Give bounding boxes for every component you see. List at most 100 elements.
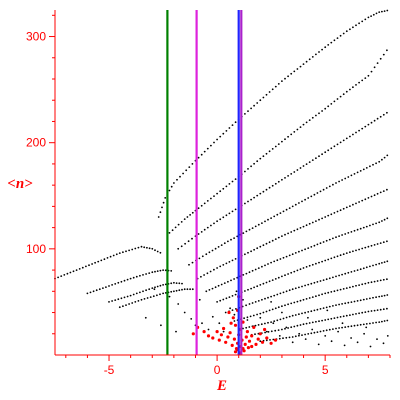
band-point	[273, 294, 276, 297]
scatter-point	[341, 322, 344, 325]
band-point	[203, 202, 206, 205]
band-point	[321, 260, 323, 263]
band-point	[143, 298, 146, 300]
band-point	[321, 293, 323, 296]
band-point	[259, 340, 262, 343]
x-tick-label: 5	[322, 363, 329, 377]
band-point	[369, 224, 371, 227]
band-point	[336, 98, 339, 100]
band-point	[210, 144, 212, 147]
band-point	[277, 180, 280, 183]
band-point	[365, 225, 368, 228]
band-point	[265, 242, 268, 245]
band-point	[245, 272, 248, 275]
band-point	[234, 121, 237, 124]
red-point	[215, 330, 219, 334]
band-point	[319, 280, 322, 282]
band-point	[156, 294, 158, 297]
red-point	[245, 330, 249, 334]
band-point	[188, 263, 190, 266]
band-point	[257, 267, 260, 269]
band-point	[353, 324, 356, 327]
band-point	[382, 113, 385, 116]
band-point	[290, 133, 293, 136]
band-point	[248, 271, 251, 274]
scatter-point	[259, 316, 262, 319]
scatter-point	[246, 319, 249, 321]
band-point	[318, 51, 320, 53]
band-point	[345, 30, 348, 33]
band-point	[335, 182, 337, 184]
band-point	[342, 32, 345, 35]
band-point	[78, 268, 81, 270]
band-point	[270, 321, 272, 323]
band-point	[188, 166, 191, 169]
band-point	[219, 190, 222, 193]
band-point	[180, 245, 183, 248]
band-point	[132, 276, 135, 279]
band-point	[285, 255, 288, 258]
band-point	[233, 320, 236, 322]
band-point	[349, 314, 351, 316]
band-point	[305, 298, 308, 300]
band-point	[305, 322, 308, 325]
band-point	[162, 201, 165, 204]
band-point	[139, 291, 141, 294]
band-point	[273, 320, 276, 323]
band-point	[318, 261, 320, 264]
band-point	[316, 192, 319, 194]
band-point	[308, 161, 311, 164]
band-point	[302, 63, 305, 65]
band-point	[251, 269, 254, 272]
band-point	[358, 201, 360, 203]
band-point	[364, 311, 367, 313]
band-point	[184, 242, 187, 245]
band-point	[156, 250, 159, 253]
band-point	[381, 10, 383, 13]
band-point	[358, 129, 360, 132]
band-point	[287, 135, 289, 138]
band-point	[293, 171, 296, 173]
band-point	[175, 282, 178, 284]
band-point	[296, 169, 299, 171]
band-point	[318, 218, 320, 221]
band-point	[168, 232, 171, 234]
band-point	[361, 127, 364, 130]
band-point	[285, 336, 288, 339]
band-point	[222, 132, 225, 135]
band-point	[88, 264, 90, 267]
band-point	[168, 189, 171, 192]
band-point	[203, 150, 206, 153]
band-point	[118, 306, 121, 309]
red-point	[232, 337, 236, 341]
band-point	[170, 290, 173, 293]
band-point	[353, 270, 356, 272]
band-point	[319, 190, 322, 193]
band-point	[328, 185, 331, 188]
band-point	[308, 58, 311, 61]
band-point	[299, 268, 302, 271]
band-point	[287, 303, 289, 306]
band-point	[118, 252, 121, 255]
band-point	[296, 324, 299, 327]
band-point	[257, 324, 260, 326]
band-point	[205, 290, 208, 293]
band-point	[225, 185, 228, 188]
band-point	[370, 195, 373, 198]
band-point	[307, 197, 310, 199]
red-point	[230, 343, 234, 347]
band-point	[148, 247, 151, 250]
band-13	[242, 294, 389, 330]
band-point	[69, 271, 72, 274]
band-point	[267, 263, 269, 265]
band-point	[244, 290, 246, 292]
band-point	[261, 222, 263, 225]
band-point	[271, 308, 274, 311]
band-point	[296, 128, 299, 131]
red-point	[227, 310, 231, 315]
scatter-point	[201, 322, 203, 325]
band-point	[206, 147, 209, 150]
band-point	[265, 152, 268, 155]
band-point	[176, 178, 178, 181]
